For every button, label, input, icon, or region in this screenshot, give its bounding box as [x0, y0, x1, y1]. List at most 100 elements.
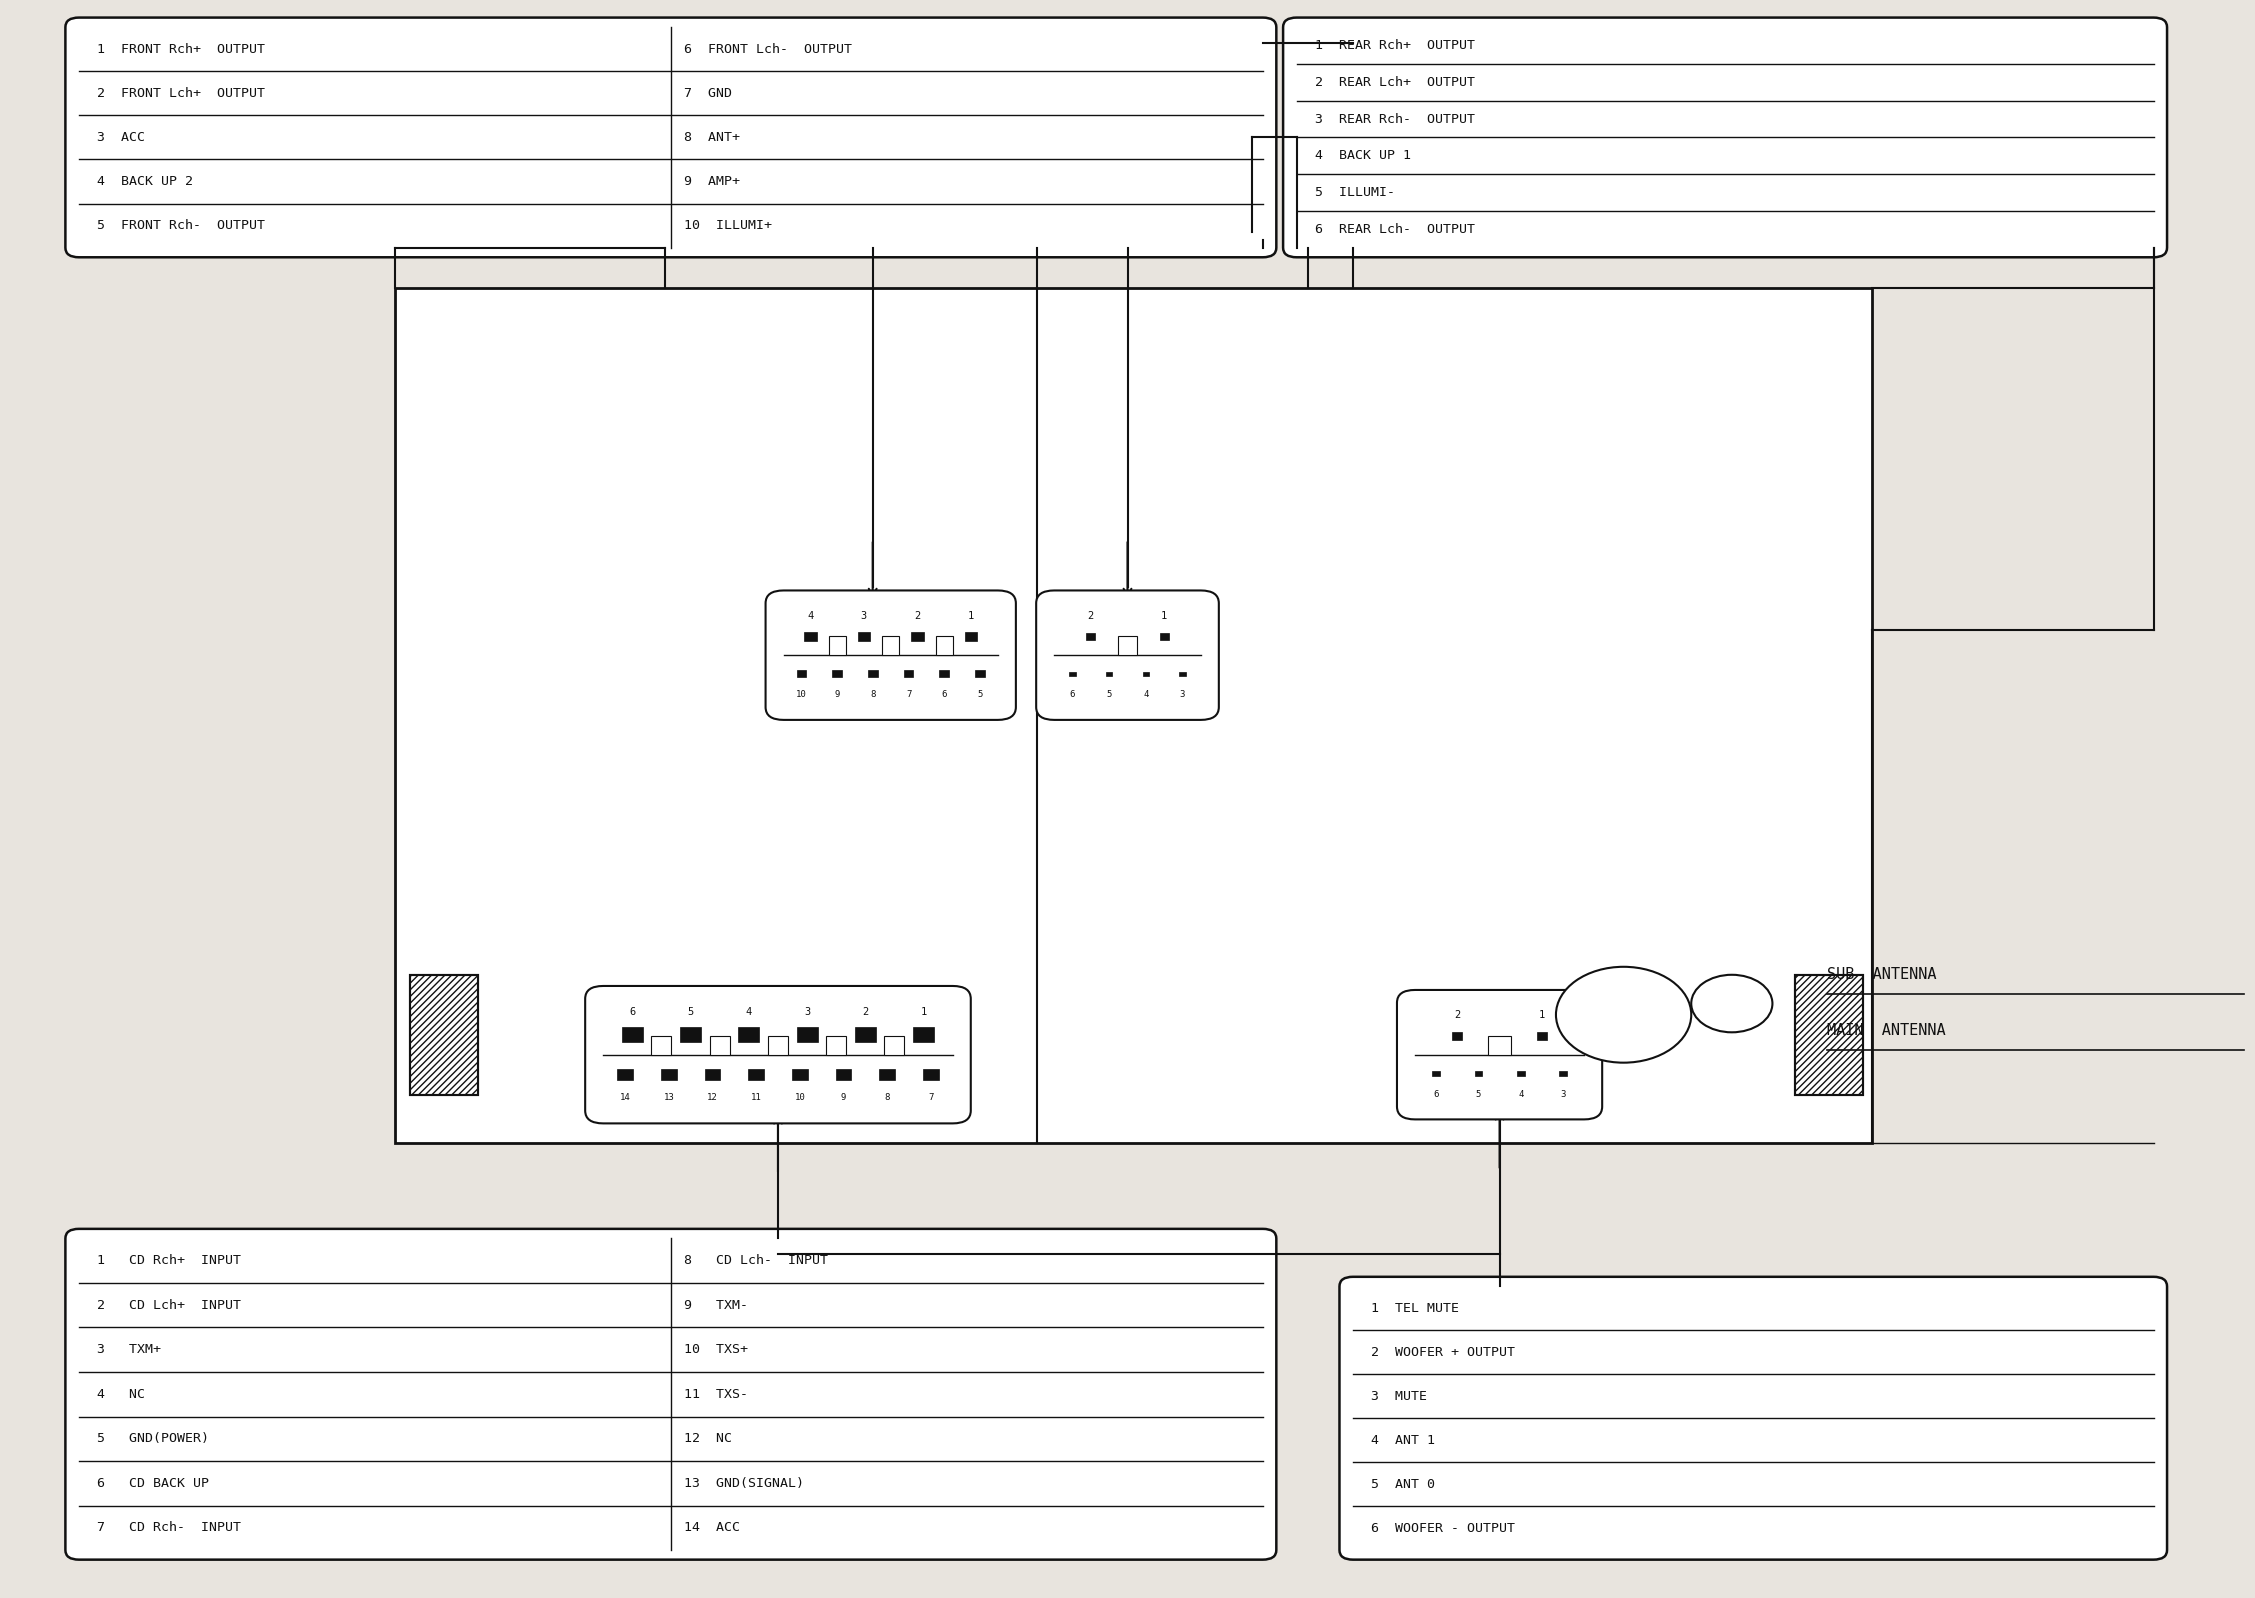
Text: 14  ACC: 14 ACC — [686, 1521, 740, 1534]
Bar — [410, 975, 478, 1095]
Text: 5: 5 — [688, 1007, 695, 1018]
Bar — [1143, 671, 1150, 676]
FancyBboxPatch shape — [1398, 989, 1601, 1119]
Text: 3  MUTE: 3 MUTE — [1371, 1390, 1427, 1403]
Bar — [1475, 1071, 1482, 1075]
Bar — [884, 1036, 904, 1055]
Bar — [796, 671, 807, 678]
Bar — [1538, 1032, 1547, 1040]
Text: 7: 7 — [907, 690, 911, 700]
Text: 4: 4 — [746, 1007, 751, 1018]
Bar — [681, 1028, 701, 1042]
Text: 13: 13 — [663, 1093, 674, 1101]
FancyBboxPatch shape — [65, 18, 1276, 257]
Bar — [1069, 671, 1076, 676]
Text: 10: 10 — [794, 1093, 805, 1101]
Bar — [1558, 1071, 1567, 1075]
FancyBboxPatch shape — [65, 1229, 1276, 1560]
Bar — [1518, 1071, 1524, 1075]
Bar — [737, 1028, 760, 1042]
Bar — [868, 671, 877, 678]
Text: 11  TXS-: 11 TXS- — [686, 1387, 749, 1401]
Text: 10  TXS+: 10 TXS+ — [686, 1344, 749, 1357]
Text: 2: 2 — [1087, 610, 1094, 620]
Text: 7  GND: 7 GND — [686, 86, 733, 99]
Text: 10  ILLUMI+: 10 ILLUMI+ — [686, 219, 773, 232]
Text: 2: 2 — [913, 610, 920, 620]
Text: 1: 1 — [1161, 610, 1168, 620]
Text: 3: 3 — [861, 610, 868, 620]
Bar — [879, 1069, 895, 1080]
Text: 4: 4 — [1518, 1090, 1524, 1099]
Bar — [796, 1028, 819, 1042]
Bar — [904, 671, 913, 678]
Text: 5: 5 — [976, 690, 983, 700]
Text: 9   TXM-: 9 TXM- — [686, 1299, 749, 1312]
Text: 1  TEL MUTE: 1 TEL MUTE — [1371, 1302, 1459, 1315]
Text: 4: 4 — [1143, 690, 1148, 700]
Text: 11: 11 — [751, 1093, 762, 1101]
Text: 8: 8 — [884, 1093, 891, 1101]
Text: 2  REAR Lch+  OUTPUT: 2 REAR Lch+ OUTPUT — [1315, 75, 1475, 89]
Text: SUB  ANTENNA: SUB ANTENNA — [1827, 967, 1937, 983]
Circle shape — [1691, 975, 1772, 1032]
Bar — [410, 975, 478, 1095]
Text: 5: 5 — [1475, 1090, 1482, 1099]
Text: 4  BACK UP 2: 4 BACK UP 2 — [97, 176, 194, 189]
Text: 9  AMP+: 9 AMP+ — [686, 176, 740, 189]
Bar — [1159, 633, 1168, 639]
Bar — [1179, 671, 1186, 676]
Text: 8   CD Lch-  INPUT: 8 CD Lch- INPUT — [686, 1254, 828, 1267]
Text: 2  FRONT Lch+  OUTPUT: 2 FRONT Lch+ OUTPUT — [97, 86, 266, 99]
Text: 6: 6 — [943, 690, 947, 700]
Text: 7: 7 — [929, 1093, 934, 1101]
Bar — [618, 1069, 634, 1080]
Text: 8: 8 — [870, 690, 875, 700]
Text: 1: 1 — [1538, 1010, 1545, 1020]
Bar — [1488, 1036, 1511, 1055]
Text: 4  BACK UP 1: 4 BACK UP 1 — [1315, 149, 1412, 163]
Text: 14: 14 — [620, 1093, 631, 1101]
Bar — [828, 636, 846, 655]
Bar — [710, 1036, 731, 1055]
Bar — [1087, 633, 1096, 639]
Text: 7   CD Rch-  INPUT: 7 CD Rch- INPUT — [97, 1521, 241, 1534]
Text: 1  REAR Rch+  OUTPUT: 1 REAR Rch+ OUTPUT — [1315, 38, 1475, 53]
Bar — [1118, 636, 1137, 655]
Text: 5: 5 — [1107, 690, 1112, 700]
Text: 4: 4 — [807, 610, 814, 620]
Bar — [704, 1069, 719, 1080]
Text: 5  ILLUMI-: 5 ILLUMI- — [1315, 185, 1394, 200]
Circle shape — [1556, 967, 1691, 1063]
Bar — [769, 1036, 787, 1055]
Text: 12  NC: 12 NC — [686, 1432, 733, 1445]
FancyBboxPatch shape — [1339, 1277, 2167, 1560]
Bar — [1432, 1071, 1441, 1075]
Text: 12: 12 — [708, 1093, 717, 1101]
Text: 3   TXM+: 3 TXM+ — [97, 1344, 160, 1357]
Text: 3  REAR Rch-  OUTPUT: 3 REAR Rch- OUTPUT — [1315, 112, 1475, 126]
Text: 4   NC: 4 NC — [97, 1387, 144, 1401]
Text: 5  FRONT Rch-  OUTPUT: 5 FRONT Rch- OUTPUT — [97, 219, 266, 232]
Text: 6: 6 — [629, 1007, 636, 1018]
Text: 6  REAR Lch-  OUTPUT: 6 REAR Lch- OUTPUT — [1315, 222, 1475, 237]
FancyBboxPatch shape — [584, 986, 970, 1123]
Text: 3: 3 — [805, 1007, 810, 1018]
Text: MAIN  ANTENNA: MAIN ANTENNA — [1827, 1023, 1946, 1039]
Bar — [832, 671, 841, 678]
Text: 10: 10 — [796, 690, 807, 700]
Text: 3: 3 — [1560, 1090, 1565, 1099]
Text: 2: 2 — [861, 1007, 868, 1018]
Bar — [792, 1069, 807, 1080]
Bar — [622, 1028, 643, 1042]
Bar — [837, 1069, 852, 1080]
Text: 1  FRONT Rch+  OUTPUT: 1 FRONT Rch+ OUTPUT — [97, 43, 266, 56]
Text: 6: 6 — [1434, 1090, 1439, 1099]
Text: 6  FRONT Lch-  OUTPUT: 6 FRONT Lch- OUTPUT — [686, 43, 852, 56]
Bar — [855, 1028, 875, 1042]
Text: 6   CD BACK UP: 6 CD BACK UP — [97, 1477, 210, 1489]
FancyBboxPatch shape — [1283, 18, 2167, 257]
Text: 5  ANT 0: 5 ANT 0 — [1371, 1478, 1434, 1491]
Text: 1: 1 — [920, 1007, 927, 1018]
Text: 9: 9 — [841, 1093, 846, 1101]
